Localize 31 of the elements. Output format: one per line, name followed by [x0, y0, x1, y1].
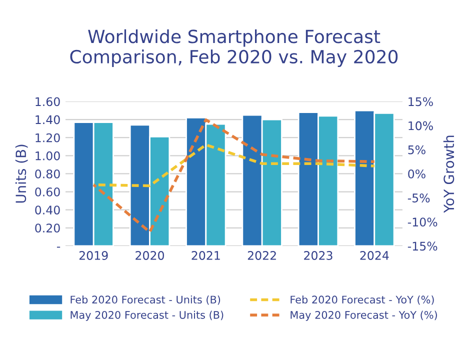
- y2-tick-label: -5%: [408, 194, 430, 202]
- y2-tick-label: 15%: [408, 97, 433, 106]
- y-tick-label: 1.20: [36, 133, 60, 142]
- x-tick-label: 2024: [360, 251, 389, 260]
- x-tick-label: 2022: [248, 251, 276, 260]
- x-tick-label: 2021: [192, 251, 220, 260]
- line-series: [92, 143, 376, 188]
- y-tick-label: 0.80: [35, 169, 60, 178]
- x-tick-label: 2019: [79, 251, 108, 260]
- y-tick-label: 0.40: [35, 206, 60, 214]
- y2-axis-title: YoY Growth: [443, 136, 454, 213]
- y2-tick-label: 10%: [408, 121, 433, 130]
- y-tick-label: 0.20: [35, 224, 60, 233]
- y-axis-title: Units (B): [15, 144, 28, 203]
- y-tick-label: 1.60: [36, 97, 60, 106]
- y-tick-label: 0.60: [35, 188, 60, 196]
- x-tick-label: 2023: [304, 251, 332, 260]
- y2-tick-label: -15%: [408, 242, 438, 251]
- y2-tick-label: -10%: [408, 218, 438, 227]
- legend-label: May 2020 Forecast - YoY (%): [290, 310, 437, 321]
- x-tick-label: 2020: [136, 251, 164, 260]
- legend-label: Feb 2020 Forecast - Units (B): [70, 295, 220, 305]
- line-series: [92, 118, 376, 234]
- y-tick-label: 1.40: [36, 115, 60, 124]
- y2-tick-label: 0%: [408, 169, 426, 178]
- legend-label: May 2020 Forecast - Units (B): [70, 310, 224, 321]
- y-tick-label: -: [56, 246, 60, 248]
- chart-title: Worldwide Smartphone Forecast Comparison, Feb 2020 vs. May 2020: [70, 29, 398, 68]
- y2-tick-label: 5%: [408, 145, 426, 154]
- y-tick-label: 1.00: [36, 151, 60, 160]
- legend-label: Feb 2020 Forecast - YoY (%): [290, 295, 434, 305]
